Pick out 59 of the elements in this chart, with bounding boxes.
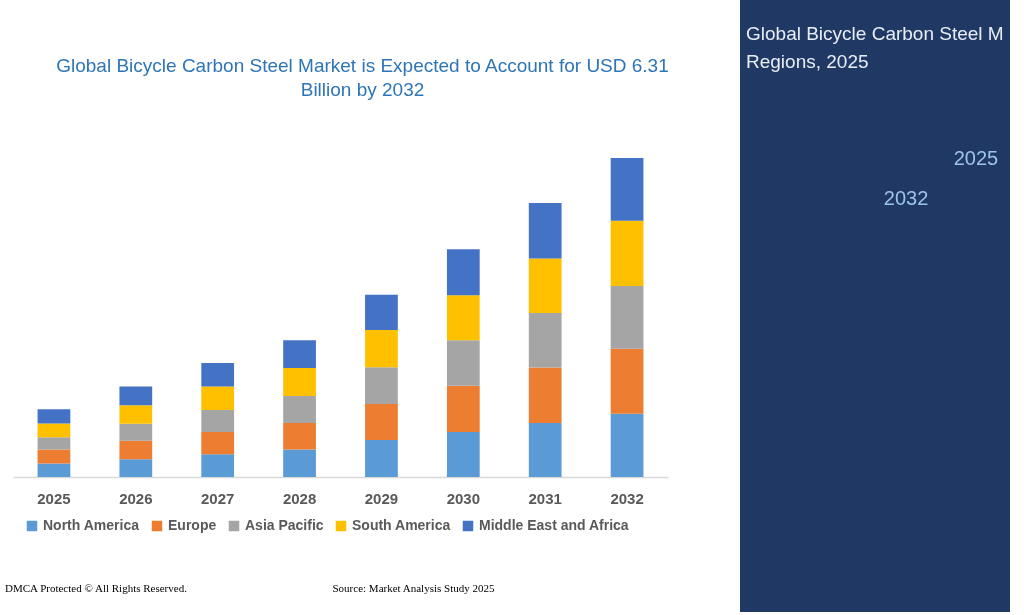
bar (610, 220, 644, 286)
bar (446, 385, 480, 433)
legend-label: North America (43, 517, 140, 533)
bar (283, 449, 316, 477)
legend-label: Middle East and Africa (479, 517, 629, 533)
bar (528, 423, 562, 477)
bar (119, 459, 153, 477)
bar (201, 454, 235, 477)
bar (365, 367, 398, 404)
bar (37, 449, 71, 464)
x-tick-label: 2030 (446, 489, 480, 507)
bar (119, 405, 153, 424)
chart-title: Global Bicycle Carbon Steel Market is Expected to Account for USD 6.31 Billion by 2032 (56, 55, 669, 100)
text: 2032 (883, 186, 929, 209)
bar (610, 285, 644, 349)
legend-label: South America (352, 517, 451, 533)
x-tick-label: 2028 (282, 489, 317, 507)
x-tick-label: 2026 (119, 489, 153, 507)
bar (528, 367, 562, 424)
bar (119, 440, 153, 460)
x-tick-label: 2025 (37, 489, 71, 507)
bar (283, 395, 316, 424)
bar (365, 440, 398, 477)
bar (610, 158, 644, 221)
bar (119, 423, 153, 441)
bar (119, 386, 153, 406)
bar (610, 348, 644, 414)
bar (365, 329, 398, 368)
bar (201, 432, 235, 455)
legend-label: Europe (168, 517, 217, 533)
text: Global Bicycle Carbon Steel M Regions, 2025 (746, 23, 1004, 72)
bar (283, 367, 316, 396)
bar (283, 423, 316, 450)
bar (37, 423, 71, 438)
text: DMCA Protected © All Rights Reserved. (5, 582, 188, 594)
bar (201, 410, 235, 433)
x-tick-label: 2029 (364, 489, 399, 507)
bar (283, 340, 316, 368)
bar (528, 202, 562, 259)
x-tick-label: 2032 (610, 489, 644, 507)
source-note: Source: Market Analysis Study 2025 (332, 582, 495, 594)
bar (610, 413, 644, 477)
bar (446, 295, 480, 341)
bar (528, 313, 562, 368)
bar (528, 258, 562, 314)
bar (37, 463, 71, 477)
x-tick-label: 2031 (528, 489, 562, 507)
bar (446, 249, 480, 296)
legend-label: Asia Pacific (245, 517, 324, 533)
bar (446, 432, 480, 477)
bar (365, 403, 398, 440)
bar (201, 386, 235, 411)
bar (446, 340, 480, 386)
bar (365, 294, 398, 330)
bar (201, 363, 235, 387)
text: 2025 (953, 147, 999, 170)
x-tick-label: 2027 (201, 489, 235, 507)
bar (37, 409, 71, 424)
bar (37, 437, 71, 450)
